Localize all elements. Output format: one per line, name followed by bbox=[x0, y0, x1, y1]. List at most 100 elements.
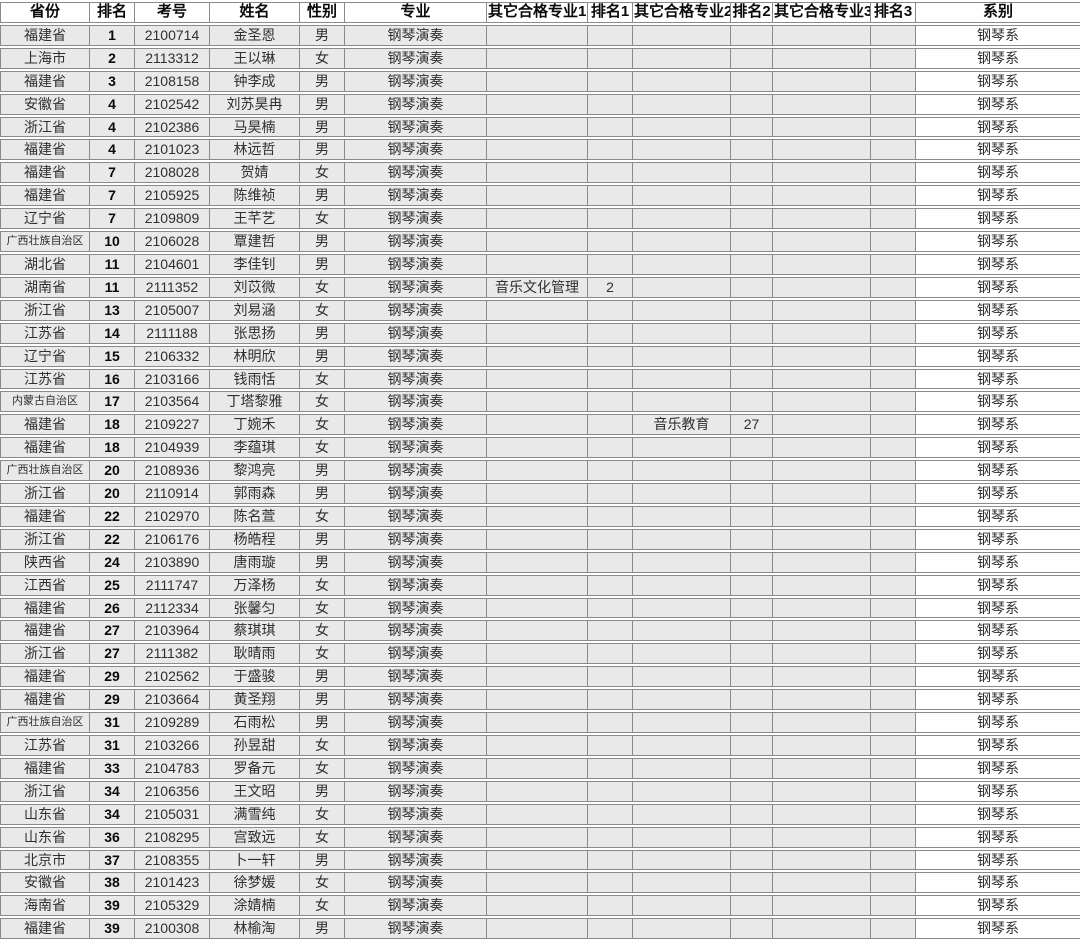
cell-major: 钢琴演奏 bbox=[345, 139, 487, 161]
cell-rank-2 bbox=[731, 139, 773, 161]
cell-rank: 34 bbox=[90, 803, 135, 825]
cell-department: 钢琴系 bbox=[916, 712, 1080, 733]
cell-exam-no: 2113312 bbox=[135, 47, 210, 69]
cell-other-major-1 bbox=[487, 574, 588, 596]
cell-name: 王文昭 bbox=[210, 780, 300, 802]
cell-rank: 10 bbox=[90, 231, 135, 252]
cell-rank-1 bbox=[588, 299, 633, 321]
cell-exam-no: 2106332 bbox=[135, 345, 210, 367]
cell-other-major-1 bbox=[487, 849, 588, 871]
cell-province: 福建省 bbox=[0, 689, 90, 711]
cell-rank-3 bbox=[871, 24, 916, 46]
cell-other-major-1 bbox=[487, 414, 588, 436]
cell-gender: 男 bbox=[300, 712, 345, 733]
cell-rank-3 bbox=[871, 368, 916, 390]
table-row: 山东省 36 2108295 宫致远女钢琴演奏 钢琴系 bbox=[0, 826, 1080, 848]
cell-rank-2 bbox=[731, 24, 773, 46]
cell-rank-1 bbox=[588, 803, 633, 825]
cell-department: 钢琴系 bbox=[916, 826, 1080, 848]
cell-exam-no: 2103890 bbox=[135, 551, 210, 573]
cell-name: 刘苡微 bbox=[210, 276, 300, 298]
cell-other-major-3 bbox=[773, 322, 871, 344]
cell-other-major-1 bbox=[487, 437, 588, 459]
cell-rank-1 bbox=[588, 551, 633, 573]
cell-rank: 17 bbox=[90, 391, 135, 413]
cell-gender: 女 bbox=[300, 597, 345, 619]
cell-other-major-2 bbox=[633, 460, 731, 482]
cell-other-major-2 bbox=[633, 597, 731, 619]
cell-rank: 4 bbox=[90, 93, 135, 115]
cell-other-major-2 bbox=[633, 139, 731, 161]
cell-name: 罗备元 bbox=[210, 757, 300, 779]
cell-exam-no: 2111382 bbox=[135, 643, 210, 665]
cell-major: 钢琴演奏 bbox=[345, 276, 487, 298]
cell-exam-no: 2112334 bbox=[135, 597, 210, 619]
cell-rank-2 bbox=[731, 803, 773, 825]
cell-rank-2 bbox=[731, 872, 773, 894]
cell-rank-2 bbox=[731, 574, 773, 596]
cell-other-major-2 bbox=[633, 322, 731, 344]
cell-province: 北京市 bbox=[0, 849, 90, 871]
cell-rank-1 bbox=[588, 918, 633, 940]
cell-rank: 13 bbox=[90, 299, 135, 321]
cell-department: 钢琴系 bbox=[916, 93, 1080, 115]
cell-other-major-3 bbox=[773, 276, 871, 298]
cell-other-major-3 bbox=[773, 414, 871, 436]
cell-name: 马昊楠 bbox=[210, 116, 300, 138]
cell-name: 宫致远 bbox=[210, 826, 300, 848]
cell-other-major-1 bbox=[487, 299, 588, 321]
cell-gender: 男 bbox=[300, 253, 345, 275]
cell-other-major-3 bbox=[773, 231, 871, 252]
table-row: 北京市 37 2108355 卜一轩男钢琴演奏 钢琴系 bbox=[0, 849, 1080, 871]
cell-province: 浙江省 bbox=[0, 643, 90, 665]
table-row: 浙江省 22 2106176 杨皓程男钢琴演奏 钢琴系 bbox=[0, 528, 1080, 550]
cell-other-major-2: 音乐教育 bbox=[633, 414, 731, 436]
cell-rank: 24 bbox=[90, 551, 135, 573]
table-row: 陕西省 24 2103890 唐雨璇男钢琴演奏 钢琴系 bbox=[0, 551, 1080, 573]
cell-name: 覃建哲 bbox=[210, 231, 300, 252]
cell-major: 钢琴演奏 bbox=[345, 391, 487, 413]
cell-other-major-2 bbox=[633, 643, 731, 665]
cell-other-major-3 bbox=[773, 780, 871, 802]
cell-other-major-2 bbox=[633, 895, 731, 917]
cell-rank: 7 bbox=[90, 162, 135, 184]
cell-rank-1 bbox=[588, 368, 633, 390]
cell-province: 海南省 bbox=[0, 895, 90, 917]
cell-major: 钢琴演奏 bbox=[345, 322, 487, 344]
cell-department: 钢琴系 bbox=[916, 643, 1080, 665]
cell-other-major-1 bbox=[487, 139, 588, 161]
column-header-exam-no: 考号 bbox=[135, 2, 210, 23]
column-header-department: 系别 bbox=[916, 2, 1080, 23]
table-row: 江苏省 16 2103166 钱雨恬女钢琴演奏 钢琴系 bbox=[0, 368, 1080, 390]
cell-rank: 3 bbox=[90, 70, 135, 92]
cell-rank: 4 bbox=[90, 139, 135, 161]
cell-other-major-1 bbox=[487, 391, 588, 413]
cell-other-major-3 bbox=[773, 253, 871, 275]
cell-other-major-2 bbox=[633, 391, 731, 413]
cell-other-major-1 bbox=[487, 872, 588, 894]
cell-name: 唐雨璇 bbox=[210, 551, 300, 573]
cell-exam-no: 2105007 bbox=[135, 299, 210, 321]
cell-rank-2 bbox=[731, 895, 773, 917]
cell-major: 钢琴演奏 bbox=[345, 597, 487, 619]
cell-rank-1 bbox=[588, 643, 633, 665]
cell-province: 广西壮族自治区 bbox=[0, 231, 90, 252]
cell-exam-no: 2103564 bbox=[135, 391, 210, 413]
table-row: 福建省 26 2112334 张馨匀女钢琴演奏 钢琴系 bbox=[0, 597, 1080, 619]
cell-name: 金圣恩 bbox=[210, 24, 300, 46]
cell-major: 钢琴演奏 bbox=[345, 208, 487, 230]
cell-rank-2 bbox=[731, 93, 773, 115]
cell-name: 钟李成 bbox=[210, 70, 300, 92]
cell-major: 钢琴演奏 bbox=[345, 666, 487, 688]
cell-major: 钢琴演奏 bbox=[345, 849, 487, 871]
table-row: 湖南省 11 2111352 刘苡微女钢琴演奏 音乐文化管理 2 钢琴系 bbox=[0, 276, 1080, 298]
cell-major: 钢琴演奏 bbox=[345, 895, 487, 917]
cell-name: 万泽杨 bbox=[210, 574, 300, 596]
cell-exam-no: 2104601 bbox=[135, 253, 210, 275]
cell-other-major-2 bbox=[633, 116, 731, 138]
cell-name: 刘苏昊冉 bbox=[210, 93, 300, 115]
cell-name: 陈名萱 bbox=[210, 505, 300, 527]
cell-rank-2 bbox=[731, 826, 773, 848]
cell-name: 陈维祯 bbox=[210, 185, 300, 207]
cell-name: 耿晴雨 bbox=[210, 643, 300, 665]
